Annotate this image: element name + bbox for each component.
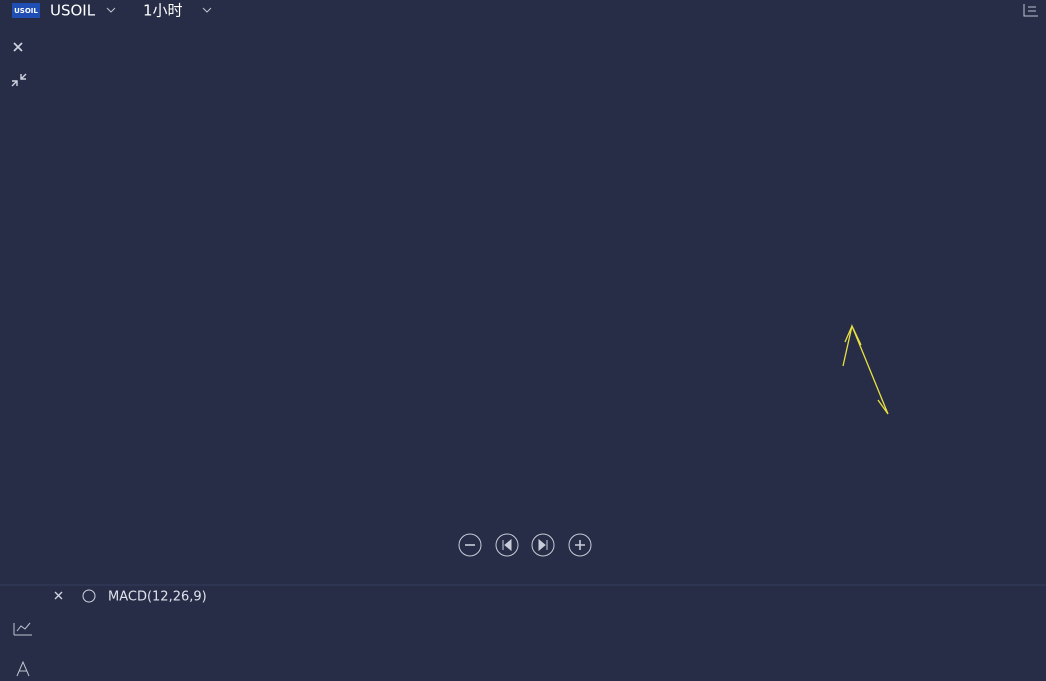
zoom-controls bbox=[458, 533, 592, 557]
symbol[interactable]: USOIL bbox=[50, 2, 96, 20]
indicator-icon[interactable] bbox=[13, 622, 32, 636]
zoom-in-glyph bbox=[575, 540, 585, 550]
zoom-out-button[interactable] bbox=[458, 533, 482, 557]
symbol-badge[interactable] bbox=[12, 3, 40, 18]
drawn-arrow[interactable] bbox=[842, 324, 889, 415]
close-icon[interactable] bbox=[13, 42, 23, 52]
interval[interactable]: 1小时 bbox=[143, 2, 183, 20]
scroll-start-glyph bbox=[502, 538, 512, 552]
macd-close-icon[interactable] bbox=[54, 591, 63, 600]
symbol-dropdown[interactable] bbox=[106, 7, 116, 13]
zoom-in-button[interactable] bbox=[568, 533, 592, 557]
settings-icon[interactable] bbox=[1023, 4, 1038, 17]
drawing-icon[interactable] bbox=[16, 660, 30, 677]
scroll-end-button[interactable] bbox=[531, 533, 555, 557]
scroll-end-glyph bbox=[538, 538, 548, 552]
macd-label: MACD(12,26,9) bbox=[108, 590, 207, 605]
interval-dropdown[interactable] bbox=[202, 7, 212, 13]
shrink-icon[interactable] bbox=[11, 73, 27, 87]
scroll-start-button[interactable] bbox=[495, 533, 519, 557]
macd-settings-icon[interactable] bbox=[82, 589, 96, 603]
symbol-badge-text: USOIL bbox=[14, 7, 38, 15]
